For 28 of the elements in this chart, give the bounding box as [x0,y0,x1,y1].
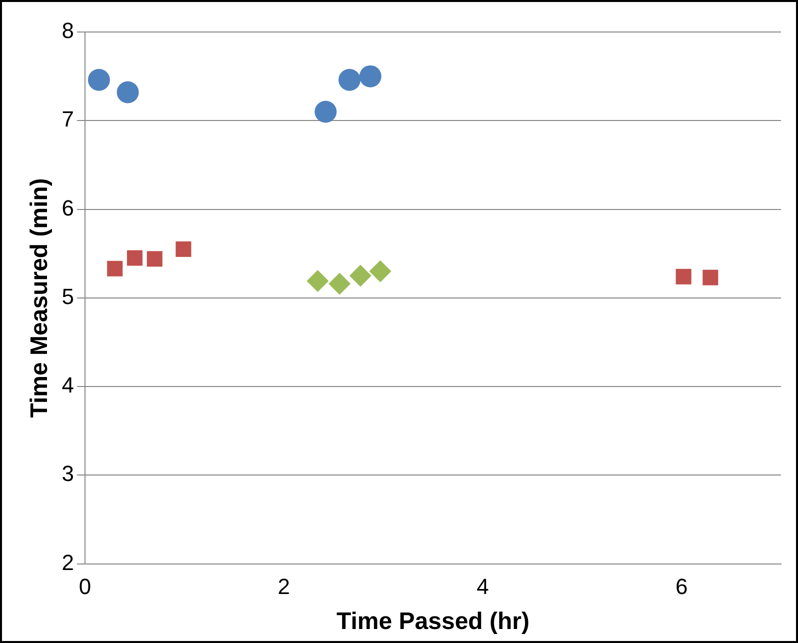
x-tick-label: 6 [675,574,688,600]
point [328,272,351,295]
point [116,81,139,104]
x-tick-label: 2 [278,574,290,600]
y-axis-title: Time Measured (min) [26,178,54,418]
point [676,268,692,284]
x-axis-title: Time Passed (hr) [336,608,530,636]
x-tick-label: 0 [78,574,92,600]
point [314,100,337,123]
y-tick-label: 5 [62,284,74,309]
point [349,264,372,287]
point [702,270,718,286]
point [126,250,143,266]
point [359,65,382,88]
point [369,260,392,282]
point [107,260,123,276]
y-tick-label: 4 [62,372,74,398]
y-tick-label: 2 [62,550,74,575]
point [338,68,360,91]
y-tick-label: 3 [62,461,74,486]
point [146,251,162,267]
point [176,241,192,257]
point [306,270,329,292]
point [88,68,110,91]
x-tick-label: 4 [476,574,489,600]
y-tick-label: 6 [62,195,74,220]
y-tick-label: 8 [62,18,74,44]
y-tick-label: 7 [62,106,74,132]
